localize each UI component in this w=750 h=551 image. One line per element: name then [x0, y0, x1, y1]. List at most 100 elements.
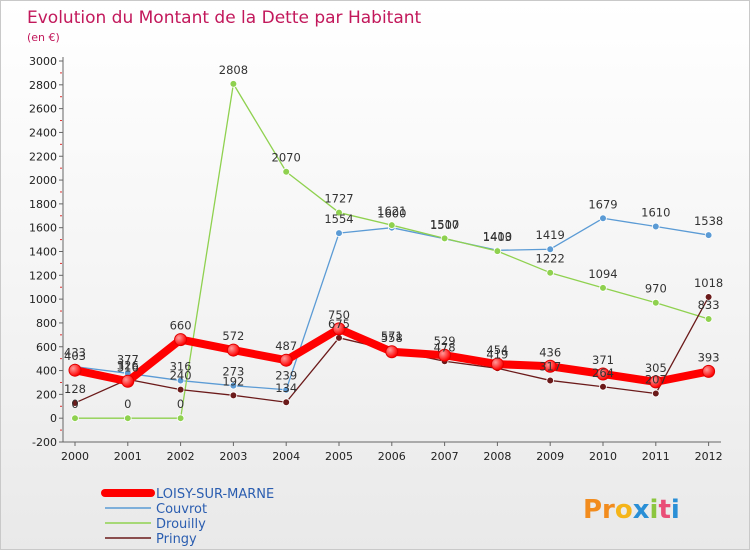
- x-tick-label: 2005: [325, 450, 353, 463]
- x-tick-label: 2009: [536, 450, 564, 463]
- x-tick-label: 2001: [114, 450, 142, 463]
- proxiti-logo: Proxiti: [583, 495, 680, 525]
- data-point: [599, 284, 607, 292]
- data-point: [649, 375, 663, 389]
- data-point: [124, 414, 132, 422]
- data-label: 326: [117, 358, 139, 372]
- axes: -200020040060080010001200140016001800200…: [29, 55, 723, 463]
- data-point: [176, 376, 185, 385]
- data-point: [651, 298, 660, 307]
- data-label: 1222: [536, 252, 565, 266]
- data-label: 572: [222, 329, 244, 343]
- y-tick-label: 1200: [29, 269, 57, 282]
- data-label: 1727: [324, 192, 353, 206]
- data-label: 377: [117, 352, 139, 366]
- y-tick-label: 1800: [29, 198, 57, 211]
- chart-title: Evolution du Montant de la Dette par Hab…: [27, 8, 422, 28]
- y-tick-label: 1400: [29, 246, 57, 259]
- y-tick-label: 400: [36, 365, 57, 378]
- data-label: 1538: [694, 214, 723, 228]
- series-drouilly: [71, 80, 713, 422]
- data-label: 833: [698, 298, 720, 312]
- x-tick-label: 2007: [431, 450, 459, 463]
- x-tick-label: 2011: [642, 450, 670, 463]
- chart-subtitle: (en €): [27, 31, 60, 44]
- data-label: 1621: [377, 204, 406, 218]
- data-label: 393: [698, 350, 720, 364]
- data-point: [174, 333, 188, 347]
- data-point: [176, 414, 185, 422]
- data-point: [121, 374, 135, 388]
- data-label: 317: [539, 359, 561, 373]
- data-point: [704, 293, 713, 301]
- data-label: 529: [434, 334, 456, 348]
- data-point: [176, 385, 185, 394]
- data-point: [282, 385, 291, 394]
- legend-label: Pringy: [156, 532, 197, 547]
- data-point: [493, 247, 502, 255]
- y-tick-label: 600: [36, 341, 57, 354]
- data-label: 207: [645, 373, 667, 387]
- x-tick-label: 2012: [695, 450, 723, 463]
- data-label: 478: [434, 340, 456, 354]
- data-point: [226, 343, 240, 357]
- data-point: [335, 334, 343, 342]
- data-label: 970: [645, 282, 667, 296]
- data-label: 1018: [694, 276, 723, 290]
- data-point: [702, 364, 716, 378]
- data-point: [387, 221, 396, 229]
- data-label: 0: [124, 397, 131, 411]
- data-label: 128: [64, 382, 86, 396]
- data-label: 192: [222, 374, 244, 388]
- data-point: [282, 167, 291, 176]
- data-label: 1507: [430, 218, 459, 232]
- y-tick-label: 2400: [29, 126, 57, 139]
- y-tick-label: 3000: [29, 55, 57, 68]
- data-label: 240: [170, 369, 192, 383]
- data-point: [490, 357, 504, 371]
- y-tick-label: 1000: [29, 293, 57, 306]
- data-label: 1554: [324, 212, 353, 226]
- y-tick-label: 200: [36, 388, 57, 401]
- data-point: [71, 399, 79, 407]
- data-labels-layer: 403 316 660 572 487 750 558 529 454 436 371 305 393 4…: [64, 63, 723, 411]
- data-label: 316: [117, 360, 139, 374]
- data-label: 305: [645, 361, 667, 375]
- data-label: 660: [170, 319, 192, 333]
- x-tick-label: 2000: [61, 450, 89, 463]
- data-point: [229, 80, 238, 88]
- data-label: 1419: [536, 228, 565, 242]
- data-point: [651, 389, 660, 398]
- data-label: 371: [592, 353, 614, 367]
- data-point: [704, 231, 713, 239]
- data-point: [596, 367, 610, 381]
- data-label: 1403: [483, 230, 512, 244]
- data-point: [543, 359, 557, 373]
- data-label: 134: [275, 381, 297, 395]
- data-label: 2070: [272, 151, 301, 165]
- data-label: 1679: [588, 197, 617, 211]
- data-label: 273: [222, 365, 244, 379]
- data-label: 436: [539, 345, 561, 359]
- data-point: [335, 208, 343, 217]
- y-tick-label: 2000: [29, 174, 57, 187]
- x-tick-label: 2002: [167, 450, 195, 463]
- data-point: [335, 229, 343, 237]
- y-tick-label: 2800: [29, 79, 57, 92]
- data-point: [546, 376, 554, 385]
- data-point: [229, 391, 238, 400]
- y-tick-label: 800: [36, 317, 57, 330]
- data-point: [599, 214, 607, 223]
- data-label: 675: [328, 317, 350, 331]
- y-tick-label: 1600: [29, 222, 57, 235]
- y-tick-label: 0: [50, 412, 57, 425]
- data-point: [279, 353, 293, 367]
- y-tick-label: 2200: [29, 150, 57, 163]
- data-label: 433: [64, 346, 86, 360]
- x-tick-label: 2010: [589, 450, 617, 463]
- data-point: [71, 414, 79, 422]
- data-label: 487: [275, 339, 297, 353]
- data-label: 403: [64, 349, 86, 363]
- data-point: [704, 315, 713, 323]
